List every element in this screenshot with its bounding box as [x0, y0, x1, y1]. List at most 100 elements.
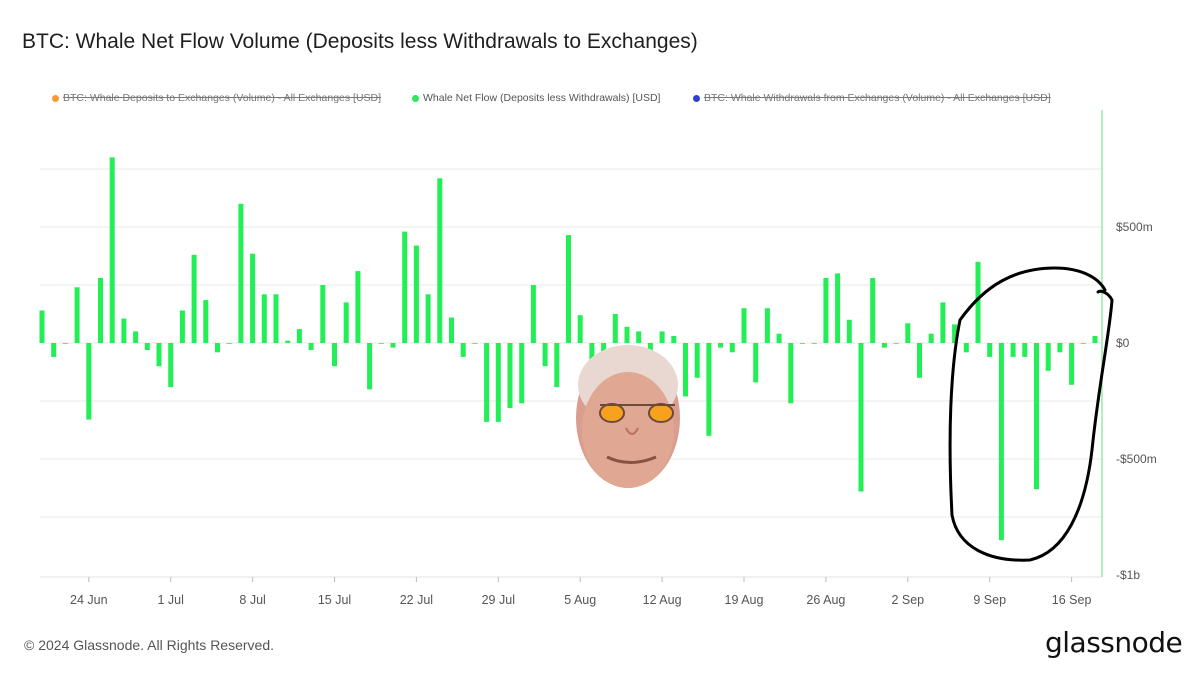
bar[interactable]: [636, 331, 642, 343]
bar[interactable]: [671, 336, 677, 343]
bar[interactable]: [753, 343, 759, 383]
bar[interactable]: [472, 343, 478, 344]
bar[interactable]: [577, 315, 583, 343]
bar[interactable]: [612, 314, 618, 343]
bar[interactable]: [156, 343, 162, 367]
bar[interactable]: [86, 343, 92, 420]
bar[interactable]: [1069, 343, 1075, 385]
bar[interactable]: [905, 323, 911, 343]
bar[interactable]: [706, 343, 712, 436]
bar[interactable]: [121, 318, 127, 343]
bar[interactable]: [355, 271, 361, 343]
bar[interactable]: [1057, 343, 1063, 353]
bar[interactable]: [718, 343, 724, 348]
bar[interactable]: [776, 333, 782, 343]
bar[interactable]: [390, 343, 396, 348]
bar[interactable]: [191, 254, 197, 343]
bar[interactable]: [530, 285, 536, 343]
bar[interactable]: [285, 340, 291, 343]
bar[interactable]: [554, 343, 560, 388]
bar[interactable]: [624, 326, 630, 343]
x-tick-label: 12 Aug: [643, 593, 682, 607]
bar[interactable]: [495, 343, 501, 422]
bar[interactable]: [589, 343, 595, 371]
bar[interactable]: [741, 308, 747, 343]
x-tick-label: 24 Jun: [70, 593, 108, 607]
bar[interactable]: [811, 343, 817, 344]
bar[interactable]: [1045, 343, 1051, 371]
bar[interactable]: [858, 343, 864, 492]
bar[interactable]: [1010, 343, 1016, 357]
bar[interactable]: [566, 235, 571, 343]
bar[interactable]: [542, 343, 548, 367]
y-tick-label: $0: [1116, 336, 1130, 350]
bar[interactable]: [133, 331, 139, 343]
bar[interactable]: [144, 343, 150, 350]
bar[interactable]: [215, 343, 220, 353]
bar[interactable]: [835, 273, 841, 343]
bar[interactable]: [378, 343, 384, 344]
x-tick-label: 16 Sep: [1052, 593, 1092, 607]
bar[interactable]: [823, 278, 829, 343]
bar[interactable]: [62, 343, 68, 344]
bar[interactable]: [1080, 343, 1086, 344]
bar[interactable]: [449, 317, 454, 344]
bar[interactable]: [870, 278, 876, 343]
bar[interactable]: [963, 343, 969, 353]
bar[interactable]: [179, 310, 185, 344]
bar[interactable]: [694, 343, 700, 378]
bar[interactable]: [109, 157, 115, 343]
bar[interactable]: [998, 343, 1004, 541]
bar[interactable]: [367, 343, 373, 390]
bar[interactable]: [296, 329, 302, 343]
bar[interactable]: [98, 278, 103, 343]
bar[interactable]: [250, 253, 256, 343]
bar[interactable]: [74, 287, 80, 343]
bar[interactable]: [320, 285, 326, 343]
bar[interactable]: [683, 343, 688, 397]
bar[interactable]: [729, 343, 735, 353]
bar[interactable]: [1092, 336, 1098, 343]
bar[interactable]: [39, 310, 45, 344]
bar[interactable]: [226, 343, 232, 344]
bar[interactable]: [659, 331, 665, 343]
bar[interactable]: [51, 343, 57, 357]
bar[interactable]: [343, 302, 349, 343]
bar[interactable]: [507, 343, 513, 408]
bar[interactable]: [308, 343, 314, 350]
bar[interactable]: [1022, 343, 1028, 357]
bar[interactable]: [402, 231, 408, 343]
bar[interactable]: [893, 343, 899, 344]
bar[interactable]: [881, 343, 887, 348]
bar[interactable]: [917, 343, 922, 378]
chart-axes: $500m $0 -$500m -$1b 24 Jun 1 Jul 8 Jul 15 Jul 2…: [40, 110, 1157, 607]
bar[interactable]: [975, 261, 981, 343]
legend-item-net-flow[interactable]: Whale Net Flow (Deposits less Withdrawal…: [412, 92, 660, 104]
bar[interactable]: [800, 343, 805, 344]
bar[interactable]: [846, 319, 852, 343]
bar[interactable]: [940, 302, 946, 343]
bar[interactable]: [484, 343, 490, 422]
bar[interactable]: [168, 343, 174, 388]
bar[interactable]: [437, 178, 443, 343]
bar[interactable]: [519, 343, 525, 404]
bar[interactable]: [460, 343, 466, 357]
bar[interactable]: [332, 343, 337, 367]
bar[interactable]: [987, 343, 993, 357]
brand-logo: glassnode: [1045, 626, 1183, 659]
bar[interactable]: [788, 343, 794, 404]
bar[interactable]: [952, 324, 958, 343]
legend-item-whale-withdrawals[interactable]: BTC: Whale Withdrawals from Exchanges (V…: [693, 92, 1051, 104]
y-tick-label: $500m: [1116, 220, 1153, 234]
bar[interactable]: [273, 294, 279, 343]
legend-item-whale-deposits[interactable]: BTC: Whale Deposits to Exchanges (Volume…: [52, 92, 381, 104]
bar[interactable]: [764, 308, 770, 343]
bar[interactable]: [413, 245, 419, 343]
bar[interactable]: [425, 294, 431, 343]
chart-title: BTC: Whale Net Flow Volume (Deposits les…: [22, 30, 698, 53]
bar[interactable]: [1034, 343, 1039, 490]
bar[interactable]: [261, 294, 267, 343]
bar[interactable]: [238, 203, 244, 343]
bar[interactable]: [203, 300, 209, 343]
bar[interactable]: [928, 333, 934, 343]
